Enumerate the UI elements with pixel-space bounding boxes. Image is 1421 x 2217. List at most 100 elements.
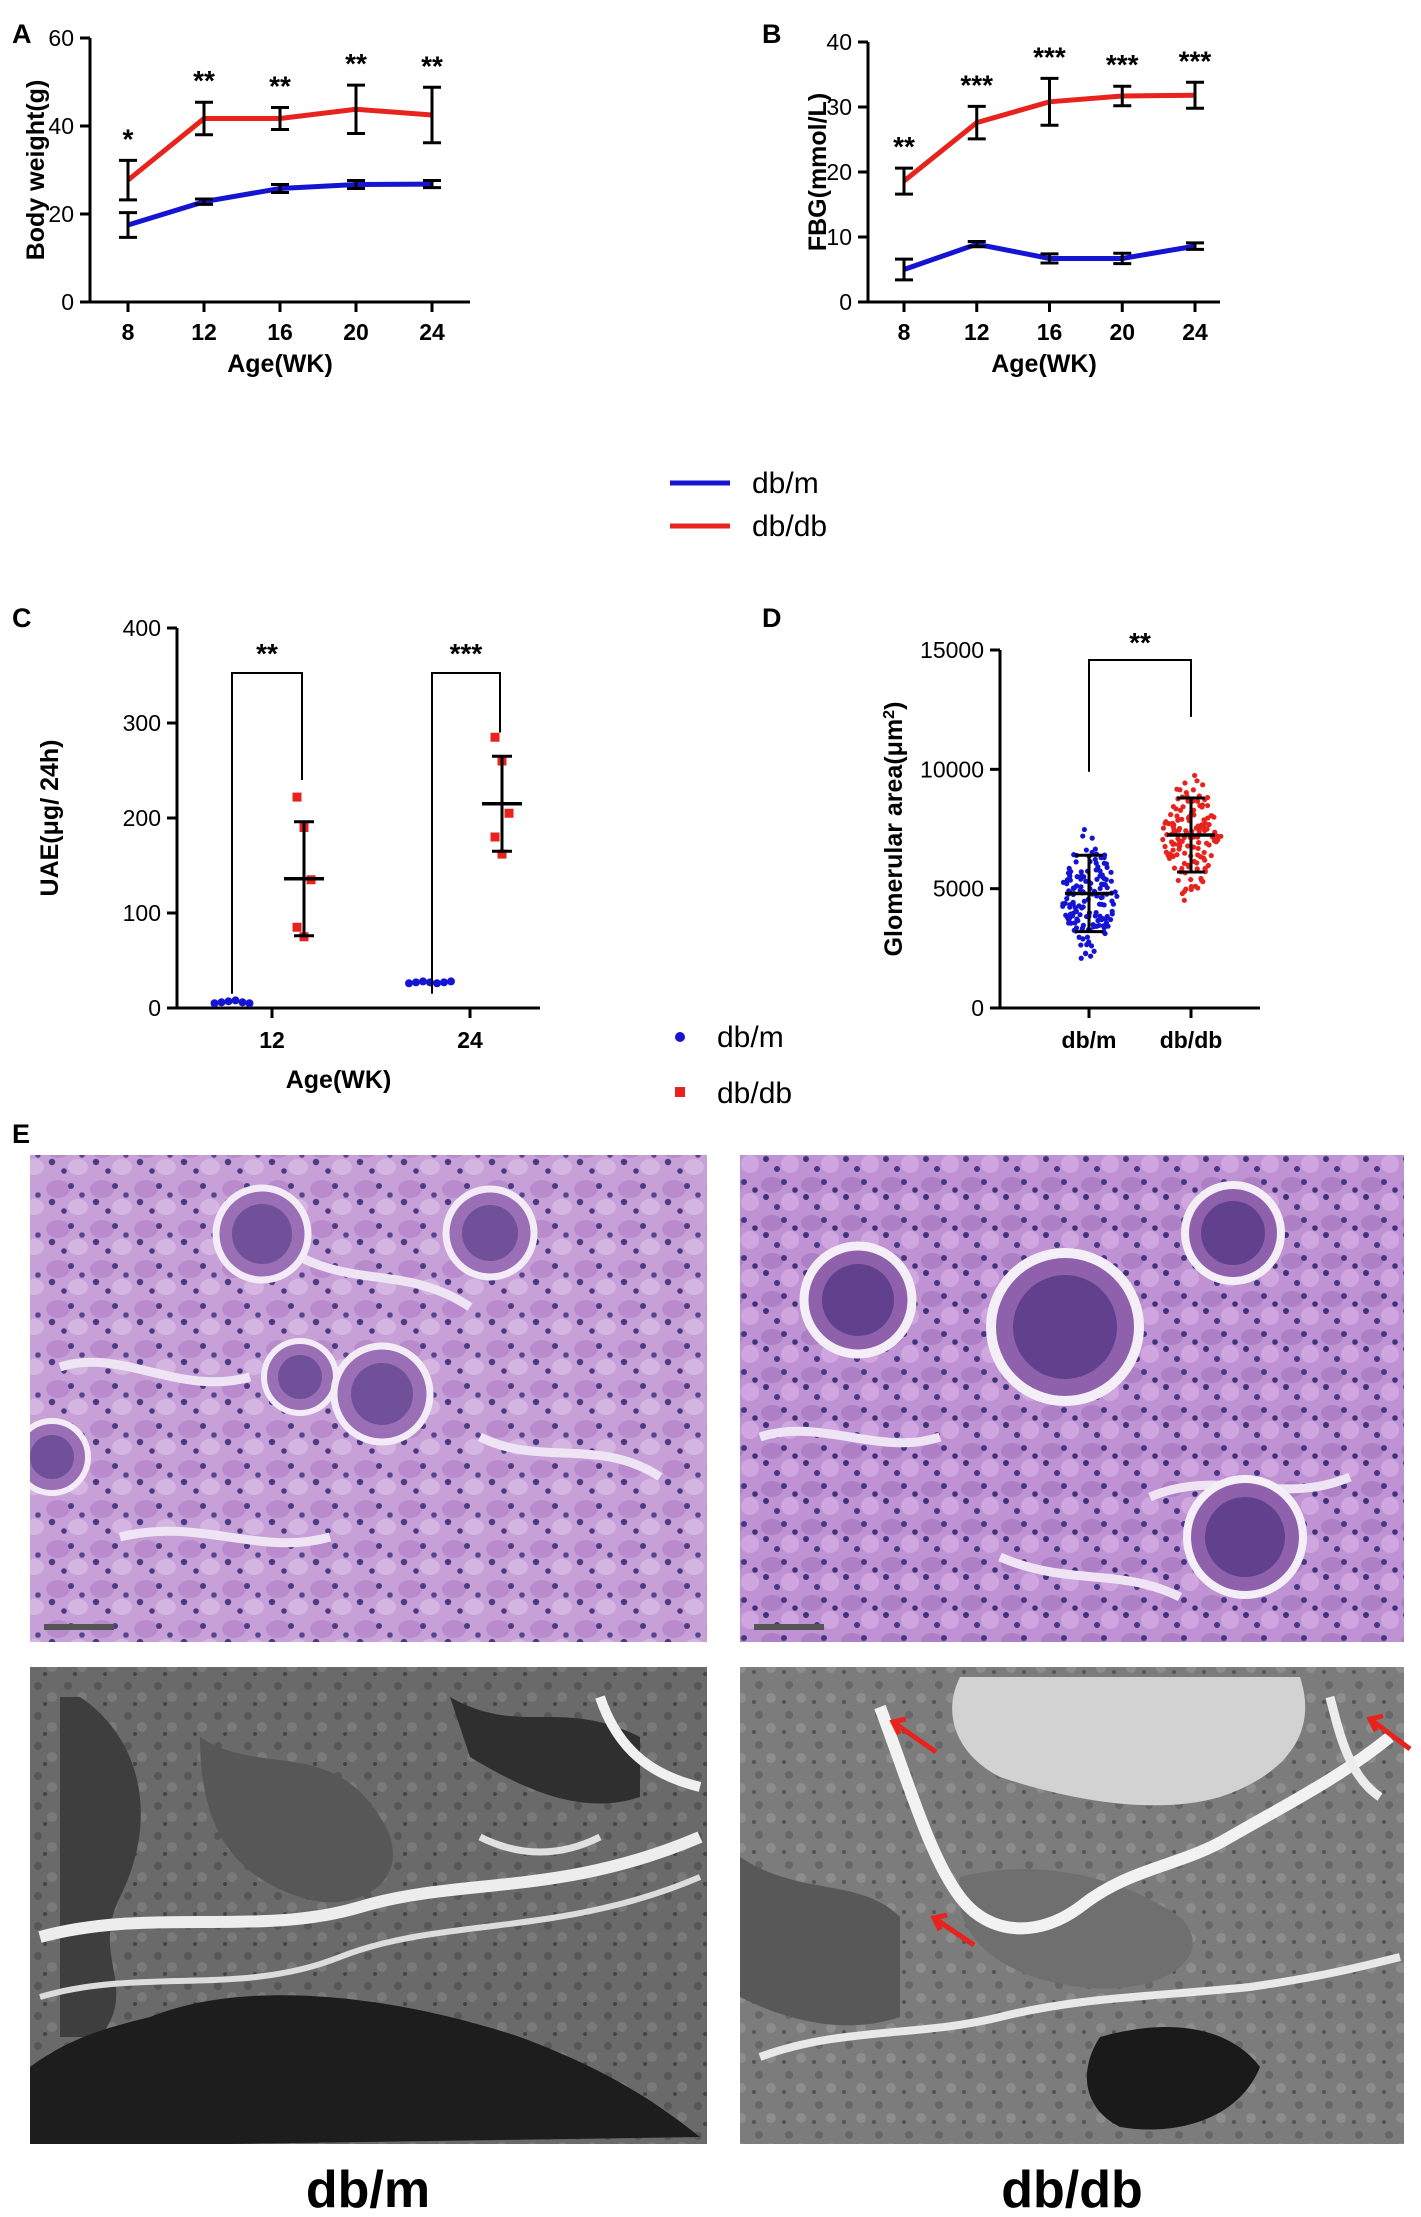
data-point-dbm: [1089, 849, 1095, 855]
data-point-dbm: [1101, 860, 1107, 866]
data-point-dbdb: [1218, 833, 1224, 839]
data-point-dbdb: [1160, 836, 1166, 843]
data-point-dbm: [1080, 833, 1086, 839]
data-point-dbm: [1095, 864, 1101, 870]
data-point-dbm: [1060, 903, 1066, 909]
y-tick-label: 5000: [933, 876, 984, 902]
data-point-dbdb: [1195, 845, 1201, 852]
x-tick-label: 8: [122, 319, 135, 345]
data-point-dbdb: [1195, 885, 1201, 891]
y-axis-label: Glomerular area(μm2): [880, 702, 908, 957]
significance-marker: **: [269, 71, 291, 102]
y-tick-label: 60: [48, 25, 74, 51]
data-point-dbm: [1089, 835, 1095, 841]
legend-line-dbm-label: db/m: [752, 467, 819, 500]
data-point-dbm: [1071, 885, 1077, 891]
data-point-dbdb: [1163, 819, 1169, 825]
data-point-dbdb: [1208, 853, 1214, 859]
data-point-dbm: [1102, 930, 1108, 937]
y-tick-label: 100: [123, 900, 161, 926]
data-point-dbm: [1065, 870, 1072, 876]
data-point-dbdb: [1180, 804, 1186, 810]
data-point-dbdb: [1171, 822, 1177, 828]
significance-marker: **: [345, 48, 367, 79]
data-point-dbm: [1077, 912, 1083, 918]
data-point-dbm: [1067, 877, 1073, 883]
data-point-dbdb: [1204, 794, 1211, 801]
data-point-dbm: [1097, 868, 1103, 874]
data-point-dbm: [440, 978, 448, 987]
data-point-dbm: [1103, 920, 1110, 926]
x-tick-label: 24: [1182, 319, 1208, 345]
data-point-dbdb: [1171, 865, 1178, 871]
data-point-dbm: [1096, 901, 1103, 907]
y-axis-label: FBG(mmol/L): [804, 93, 832, 251]
legend-line-dbdb-label: db/db: [752, 510, 827, 543]
em-arrows: [889, 1713, 1412, 1948]
data-point-dbm: [1078, 942, 1084, 948]
x-tick-label: 12: [964, 319, 990, 345]
data-point-dbm: [1108, 869, 1114, 875]
x-tick-label: 20: [1109, 319, 1135, 345]
panel-label-d: D: [762, 603, 782, 633]
x-tick-label: 12: [191, 319, 217, 345]
x-axis-label: Age(WK): [227, 350, 333, 378]
x-tick-label: db/m: [1062, 1027, 1117, 1053]
y-axis-label-sup: 2: [881, 710, 898, 719]
data-point-dbdb: [1199, 822, 1205, 828]
y-tick-label: 40: [826, 29, 852, 55]
data-point-dbdb: [504, 808, 514, 818]
significance-marker: ***: [1179, 45, 1212, 76]
data-point-dbm: [217, 998, 226, 1007]
data-point-dbm: [1104, 885, 1110, 891]
data-point-dbm: [1083, 847, 1089, 853]
significance-marker: ***: [1033, 41, 1066, 72]
image-label-dbdb: db/db: [1001, 2161, 1143, 2217]
data-point-dbdb: [1193, 825, 1199, 831]
data-point-dbdb: [1176, 846, 1182, 852]
x-tick-label: 24: [457, 1027, 483, 1053]
data-point-dbdb: [1170, 847, 1176, 853]
data-point-dbdb: [1174, 786, 1180, 792]
data-point-dbm: [1073, 859, 1079, 865]
data-point-dbdb: [1204, 826, 1210, 832]
data-point-dbdb: [1177, 839, 1183, 846]
data-point-dbm: [1104, 913, 1110, 920]
data-point-dbm: [1100, 916, 1106, 922]
data-point-dbm: [1066, 865, 1072, 871]
data-point-dbm: [419, 977, 427, 986]
data-point-dbm: [1076, 934, 1082, 940]
data-point-dbdb: [1194, 866, 1200, 872]
y-tick-label: 200: [123, 805, 161, 831]
y-tick-label: 15000: [920, 637, 984, 663]
data-point-dbdb: [1182, 850, 1188, 856]
data-point-dbdb: [1196, 839, 1202, 846]
significance-marker: **: [893, 131, 915, 162]
x-tick-label: 16: [267, 319, 293, 345]
data-point-dbm: [447, 977, 455, 986]
data-point-dbm: [1081, 898, 1087, 904]
y-axis-label-end: ): [880, 702, 908, 710]
data-point-dbdb: [490, 832, 500, 842]
data-point-dbdb: [1181, 888, 1187, 895]
y-tick-label: 0: [971, 995, 984, 1021]
data-point-dbm: [238, 998, 247, 1007]
data-point-dbdb: [1192, 772, 1198, 779]
legend-lines: db/m db/db: [670, 467, 827, 543]
data-point-dbm: [245, 999, 254, 1008]
data-point-dbm: [210, 999, 219, 1008]
data-point-dbdb: [1214, 833, 1220, 839]
y-tick-label: 40: [48, 113, 74, 139]
significance-marker: **: [193, 65, 215, 96]
data-point-dbm: [405, 979, 413, 988]
data-point-dbm: [1079, 925, 1086, 931]
y-tick-label: 20: [48, 201, 74, 227]
data-point-dbm: [1099, 872, 1105, 878]
data-point-dbm: [1079, 873, 1085, 879]
data-point-dbdb: [1160, 825, 1167, 831]
legend-point-dbdb: [675, 1087, 685, 1097]
y-axis-label: Body weight(g): [22, 80, 50, 261]
data-point-dbm: [1076, 903, 1082, 909]
red-arrow-icon: [1366, 1713, 1384, 1733]
panel-e-images: db/m db/db: [30, 1155, 1412, 2217]
